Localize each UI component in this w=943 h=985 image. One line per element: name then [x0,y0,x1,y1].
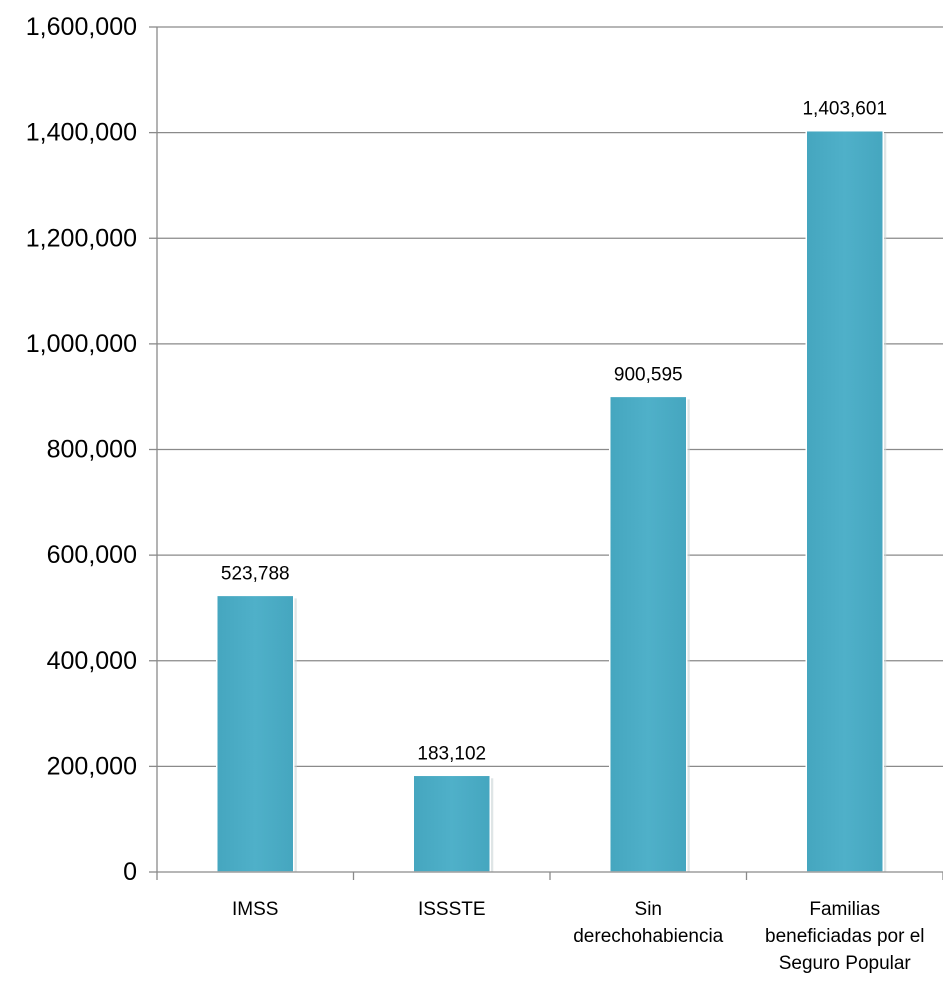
y-tick-label: 1,600,000 [26,13,137,41]
y-axis-ticks: 0 200,000 400,000 600,000 800,000 1,000,000 1,… [26,13,157,886]
data-label: 900,595 [614,364,683,385]
x-category-label: Familias beneficiadas por el Seguro Popula… [765,899,925,974]
y-tick-label: 1,400,000 [26,119,137,147]
x-category-label: ISSSTE [418,899,486,920]
y-tick-label: 200,000 [47,752,137,780]
x-axis: IMSS ISSSTE Sin derechohabiencia Familias ben… [156,27,943,974]
data-label: 183,102 [417,743,486,764]
x-category-label-line: ISSSTE [418,899,486,920]
y-tick-label: 800,000 [47,436,137,464]
y-tick-label: 1,000,000 [26,330,137,358]
data-label: 1,403,601 [802,99,887,120]
bar [805,129,884,873]
x-category-label: Sin derechohabiencia [573,899,723,947]
bar [609,395,688,873]
y-tick-label: 600,000 [47,541,137,569]
bar [216,594,295,873]
data-labels: 523,788 183,102 900,595 1,403,601 [221,99,887,765]
y-tick-label: 0 [123,858,137,886]
bar [412,774,491,873]
x-category-label: IMSS [232,899,278,920]
data-label: 523,788 [221,563,290,584]
y-tick-label: 400,000 [47,647,137,675]
x-category-label-line: derechohabiencia [573,926,723,947]
x-category-label-line: Familias [809,899,880,920]
x-category-label-line: Seguro Popular [779,953,912,974]
x-category-label-line: IMSS [232,899,278,920]
bars [216,129,887,873]
y-tick-label: 1,200,000 [26,224,137,252]
x-category-label-line: Sin [635,899,662,920]
x-category-label-line: beneficiadas por el [765,926,925,947]
